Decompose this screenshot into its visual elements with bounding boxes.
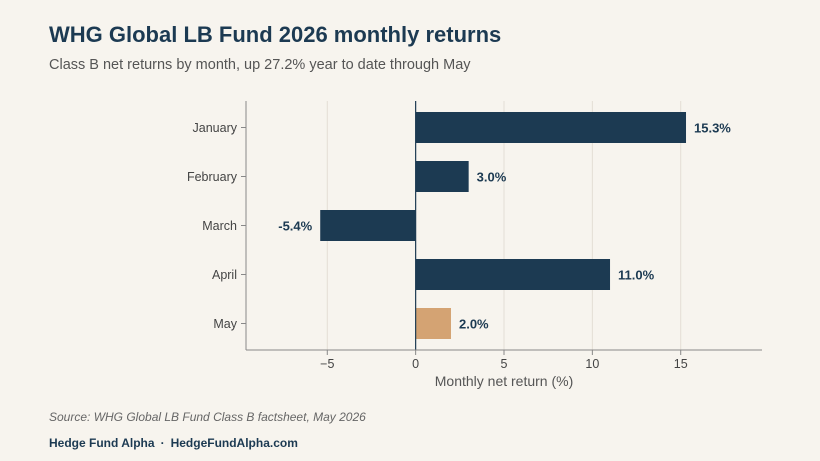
bar-march [320, 210, 416, 241]
chart-title: WHG Global LB Fund 2026 monthly returns [49, 22, 502, 47]
source-note: Source: WHG Global LB Fund Class B facts… [49, 410, 366, 424]
y-tick-labels: January February March April May [187, 121, 238, 331]
footer-separator: · [160, 436, 165, 450]
x-tick-labels: −5 0 5 10 15 [320, 357, 688, 371]
bar-february [415, 161, 469, 192]
value-label: 11.0% [618, 268, 655, 283]
footer-brand: Hedge Fund Alpha [49, 436, 155, 450]
axes [241, 101, 762, 355]
x-tick-label: 5 [501, 357, 508, 371]
bar-january [415, 112, 687, 143]
y-tick-label: April [212, 268, 237, 282]
bar-may [415, 308, 451, 339]
y-tick-label: May [213, 317, 237, 331]
bar-april [415, 259, 611, 290]
x-tick-label: −5 [320, 357, 334, 371]
value-label: 15.3% [694, 121, 731, 136]
value-label: 2.0% [459, 317, 489, 332]
footer-site-link[interactable]: HedgeFundAlpha.com [170, 436, 298, 450]
bars [320, 112, 687, 339]
x-axis-label: Monthly net return (%) [435, 373, 574, 389]
value-label: 3.0% [477, 170, 507, 185]
footer: Hedge Fund Alpha · HedgeFundAlpha.com [49, 436, 298, 450]
y-tick-label: February [187, 170, 238, 184]
y-tick-label: January [193, 121, 238, 135]
chart-subtitle: Class B net returns by month, up 27.2% y… [49, 57, 471, 73]
x-tick-label: 10 [585, 357, 599, 371]
bar-chart: January February March April May −5 0 5 10 15 15… [187, 101, 762, 389]
y-tick-label: March [202, 219, 237, 233]
value-label: -5.4% [278, 219, 312, 234]
value-labels: 15.3% 3.0% -5.4% 11.0% 2.0% [278, 121, 731, 332]
x-tick-label: 0 [412, 357, 419, 371]
x-tick-label: 15 [674, 357, 688, 371]
